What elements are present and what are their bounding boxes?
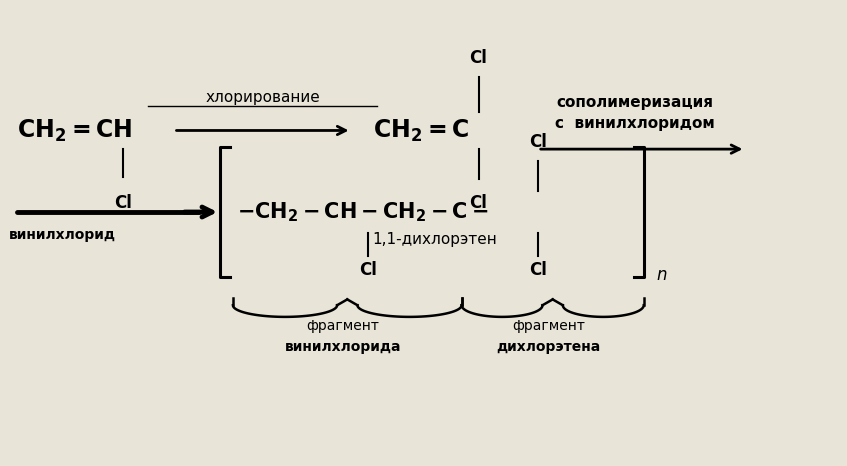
Text: фрагмент: фрагмент [307, 319, 379, 333]
Text: сополимеризация: сополимеризация [556, 95, 714, 110]
Text: винилхлорид: винилхлорид [8, 228, 115, 242]
Text: Cl: Cl [529, 261, 547, 279]
Text: Cl: Cl [359, 261, 378, 279]
Text: Cl: Cl [529, 133, 547, 151]
Text: Cl: Cl [469, 49, 488, 67]
Text: $\mathbf{CH_2{=}CH}$: $\mathbf{CH_2{=}CH}$ [17, 117, 132, 144]
Text: $n$: $n$ [656, 266, 667, 284]
Text: винилхлорида: винилхлорида [285, 340, 401, 354]
Text: $\mathbf{-CH_2-CH-CH_2-C-}$: $\mathbf{-CH_2-CH-CH_2-C-}$ [237, 200, 489, 224]
Text: дихлорэтена: дихлорэтена [496, 340, 601, 354]
Text: с  винилхлоридом: с винилхлоридом [556, 116, 715, 131]
Text: 1,1-дихлорэтен: 1,1-дихлорэтен [373, 233, 497, 247]
Text: Cl: Cl [469, 194, 488, 212]
Text: фрагмент: фрагмент [512, 319, 585, 333]
Text: $\mathbf{CH_2{=}C}$: $\mathbf{CH_2{=}C}$ [373, 117, 469, 144]
Text: Cl: Cl [113, 194, 132, 212]
Text: хлорирование: хлорирование [205, 90, 320, 105]
